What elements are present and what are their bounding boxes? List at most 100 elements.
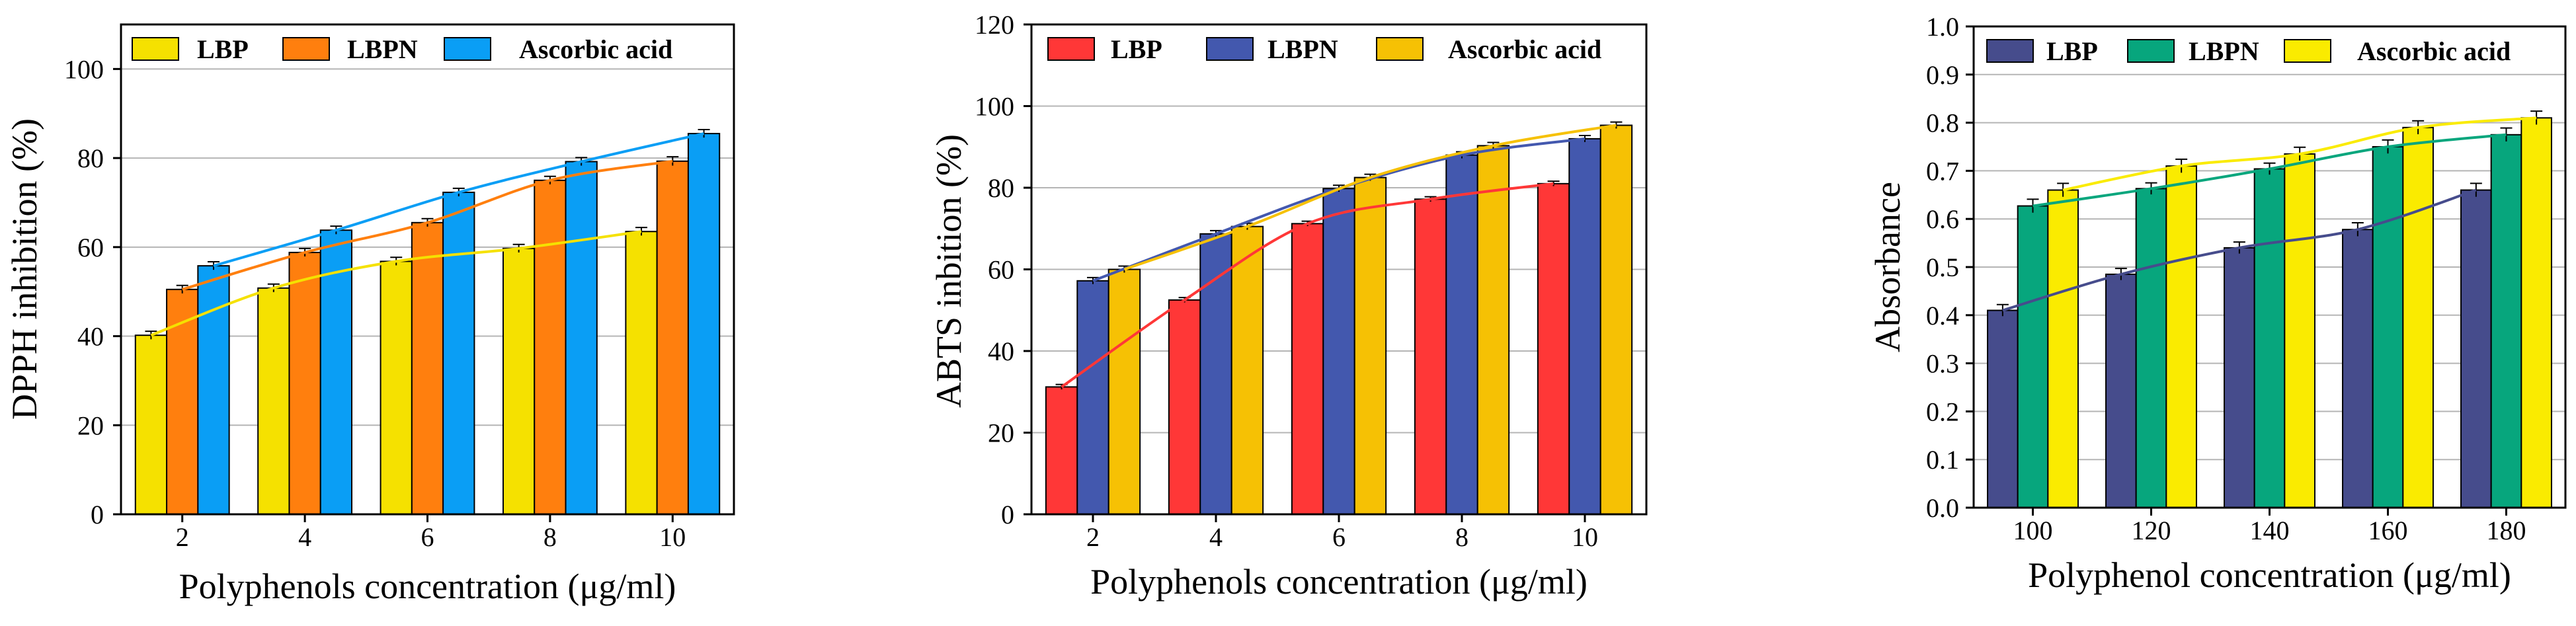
legend-swatch-lbpn bbox=[1206, 37, 1254, 61]
y-tick-label: 0 bbox=[1001, 500, 1014, 529]
trend-line-lbpn bbox=[182, 159, 673, 291]
legend-swatch-ascorbic-acid bbox=[1376, 37, 1424, 61]
legend-label-ascorbic-acid: Ascorbic acid bbox=[519, 34, 672, 64]
trend-line-ascorbic-acid bbox=[2062, 116, 2537, 192]
bar-lbpn-180 bbox=[2490, 134, 2522, 509]
trend-line-lbpn bbox=[2033, 133, 2507, 208]
bar-lbp-2 bbox=[134, 334, 168, 515]
bar-ascorbic-acid-160 bbox=[2402, 126, 2434, 508]
legend-label-lbp: LBP bbox=[197, 34, 249, 64]
y-tick-label: 0.6 bbox=[1926, 204, 1959, 234]
y-tick-label: 20 bbox=[77, 411, 104, 440]
x-tick-label: 140 bbox=[2250, 516, 2290, 545]
bar-lbpn-160 bbox=[2372, 146, 2404, 508]
y-tick-label: 0.2 bbox=[1926, 397, 1959, 426]
bar-lbpn-2 bbox=[1076, 280, 1109, 515]
y-tick-label: 100 bbox=[64, 54, 104, 84]
bar-lbpn-120 bbox=[2135, 188, 2167, 508]
y-tick-label: 0.8 bbox=[1926, 108, 1959, 138]
bar-lbp-4 bbox=[1168, 299, 1201, 515]
chart-1: 0 20 40 60 80 100 2 4 6 8 10 Polyphenols concentrat… bbox=[5, 23, 735, 606]
bar-lbp-100 bbox=[1987, 309, 2019, 508]
chart-3: 0.0 0.1 0.2 0.3 0.4 0.5 0.6 0.7 0.8 0.9 1.0 100 120 1… bbox=[1868, 12, 2567, 595]
bar-ascorbic-acid-6 bbox=[1353, 176, 1387, 515]
x-tick-label: 2 bbox=[176, 522, 189, 552]
bar-lbpn-8 bbox=[534, 179, 567, 515]
legend-swatch-ascorbic-acid bbox=[2284, 39, 2331, 63]
bar-lbp-120 bbox=[2105, 273, 2137, 508]
x-tick-label: 8 bbox=[1455, 522, 1469, 552]
legend-label-ascorbic-acid: Ascorbic acid bbox=[1448, 34, 1601, 64]
x-tick-label: 10 bbox=[659, 522, 686, 552]
x-tick-label: 160 bbox=[2368, 516, 2408, 545]
legend-label-lbpn: LBPN bbox=[1268, 34, 1338, 64]
y-tick-label: 40 bbox=[77, 322, 104, 352]
bar-ascorbic-acid-6 bbox=[442, 191, 475, 515]
legend-label-lbpn: LBPN bbox=[2189, 36, 2259, 66]
trend-line-lbp bbox=[1061, 182, 1554, 388]
bar-lbpn-6 bbox=[1322, 188, 1355, 515]
legend-swatch-ascorbic-acid bbox=[444, 37, 491, 61]
bar-ascorbic-acid-120 bbox=[2165, 165, 2197, 508]
y-tick-label: 0.5 bbox=[1926, 253, 1959, 282]
bar-ascorbic-acid-8 bbox=[565, 161, 598, 516]
bar-lbpn-140 bbox=[2253, 168, 2286, 509]
trend-line-ascorbic-acid bbox=[1123, 124, 1617, 271]
bar-lbp-6 bbox=[1291, 223, 1324, 515]
legend-label-lbp: LBP bbox=[1111, 34, 1162, 64]
y-tick-label: 1.0 bbox=[1926, 12, 1959, 42]
bar-lbp-180 bbox=[2460, 189, 2492, 508]
x-tick-label: 4 bbox=[1209, 522, 1223, 552]
y-tick-label: 0.7 bbox=[1926, 156, 1959, 186]
y-tick-label: 60 bbox=[988, 255, 1014, 285]
y-tick-label: 80 bbox=[77, 143, 104, 173]
x-tick-label: 2 bbox=[1086, 522, 1100, 552]
bar-ascorbic-acid-180 bbox=[2520, 117, 2552, 508]
bar-ascorbic-acid-2 bbox=[197, 265, 230, 515]
bar-lbpn-4 bbox=[1199, 233, 1232, 515]
bar-ascorbic-acid-10 bbox=[687, 133, 721, 516]
x-tick-label: 100 bbox=[2013, 516, 2053, 545]
y-tick-label: 20 bbox=[988, 418, 1014, 448]
trend-line-lbp bbox=[2002, 188, 2477, 312]
y-tick-label: 40 bbox=[988, 336, 1014, 366]
bar-lbpn-4 bbox=[288, 251, 321, 515]
bar-lbp-140 bbox=[2224, 247, 2255, 508]
bar-lbpn-8 bbox=[1445, 154, 1478, 516]
legend-label-lbpn: LBPN bbox=[347, 34, 418, 64]
legend-label-ascorbic-acid: Ascorbic acid bbox=[2357, 36, 2511, 66]
y-tick-label: 100 bbox=[975, 92, 1014, 122]
x-axis-title: Polyphenol concentration (μg/ml) bbox=[2028, 555, 2511, 595]
bar-ascorbic-acid-10 bbox=[1599, 124, 1633, 515]
bar-lbpn-100 bbox=[2017, 205, 2049, 508]
x-axis-title: Polyphenols concentration (μg/ml) bbox=[1090, 562, 1588, 602]
bar-ascorbic-acid-140 bbox=[2284, 153, 2315, 509]
trend-line-lbp bbox=[150, 230, 642, 337]
bar-lbp-4 bbox=[257, 287, 290, 515]
y-tick-label: 0.4 bbox=[1926, 301, 1959, 331]
bar-ascorbic-acid-4 bbox=[319, 229, 353, 515]
y-axis-title: DPPH inhibition (%) bbox=[5, 118, 44, 420]
legend-swatch-lbp bbox=[1047, 37, 1095, 61]
bar-ascorbic-acid-8 bbox=[1476, 145, 1510, 515]
chart-2: 0 20 40 60 80 100 120 2 4 6 8 10 Polyphenols concent… bbox=[929, 10, 1648, 602]
y-axis-title: ABTS inbition (%) bbox=[929, 134, 969, 408]
legend-label-lbp: LBP bbox=[2046, 36, 2098, 66]
x-tick-label: 180 bbox=[2487, 516, 2526, 545]
y-tick-label: 0.9 bbox=[1926, 60, 1959, 90]
bar-ascorbic-acid-2 bbox=[1107, 268, 1141, 515]
y-tick-label: 0 bbox=[91, 500, 104, 529]
bar-ascorbic-acid-4 bbox=[1230, 225, 1264, 515]
y-tick-label: 0.1 bbox=[1926, 445, 1959, 475]
x-tick-label: 120 bbox=[2132, 516, 2171, 545]
bar-lbpn-10 bbox=[656, 160, 689, 516]
legend-swatch-lbp bbox=[1986, 39, 2034, 63]
legend-swatch-lbpn bbox=[282, 37, 330, 61]
bar-lbp-160 bbox=[2342, 229, 2374, 508]
trend-line-ascorbic-acid bbox=[213, 132, 705, 268]
x-tick-label: 6 bbox=[421, 522, 434, 552]
bar-lbp-10 bbox=[1537, 182, 1570, 515]
bar-lbp-8 bbox=[1414, 198, 1447, 515]
y-tick-label: 0.0 bbox=[1926, 493, 1959, 523]
